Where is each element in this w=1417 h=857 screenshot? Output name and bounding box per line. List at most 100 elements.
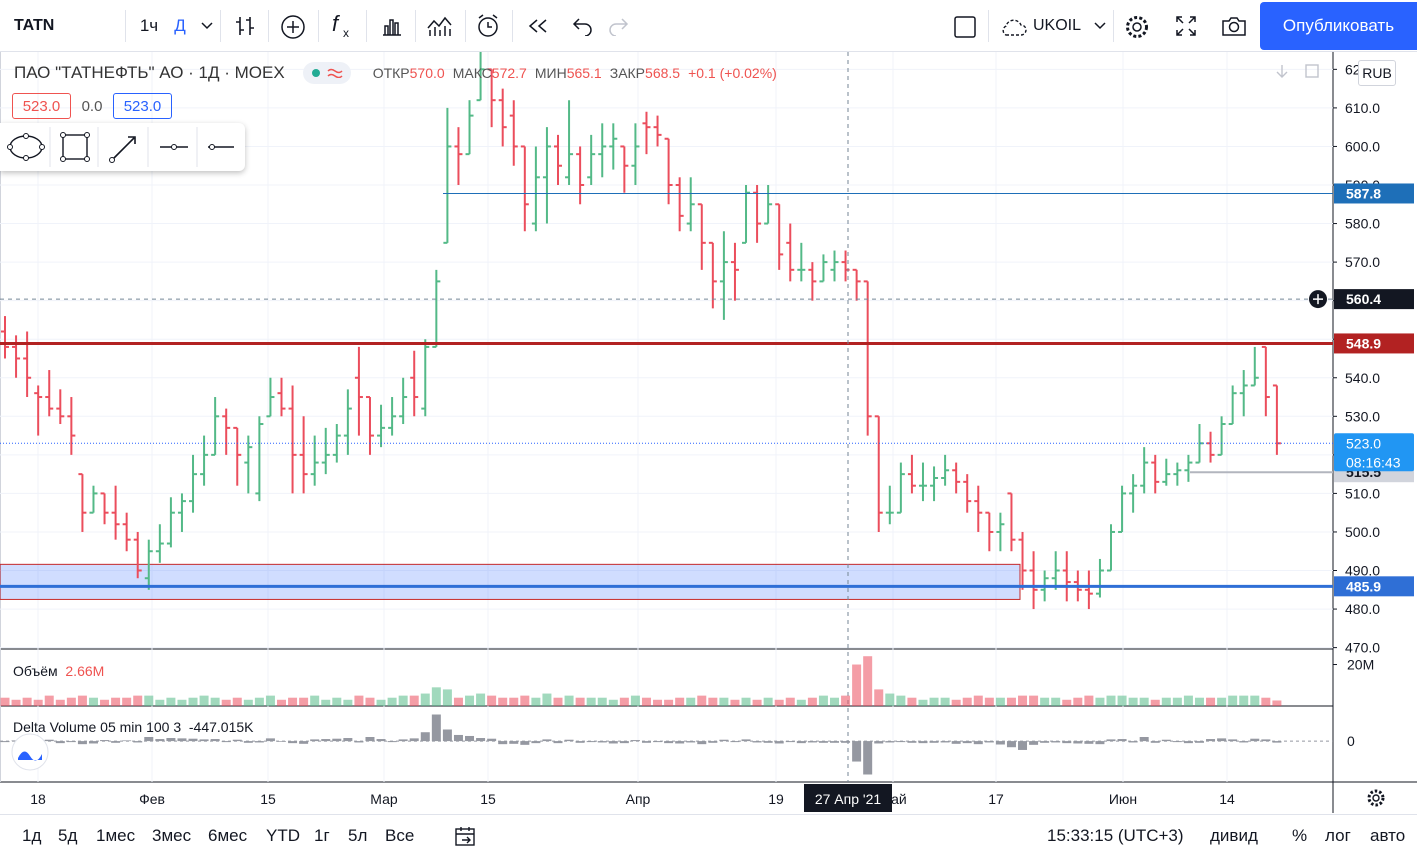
bars-icon[interactable] — [233, 14, 257, 38]
ellipse-tool[interactable] — [7, 133, 45, 161]
delta-bar — [409, 738, 419, 742]
delta-bar — [852, 741, 862, 762]
delta-bar — [1228, 739, 1238, 742]
replay-icon[interactable] — [526, 17, 550, 35]
delta-bar — [1183, 741, 1193, 744]
volume-bar — [1228, 695, 1238, 706]
delta-bar — [951, 741, 961, 744]
symbol[interactable]: TATN — [14, 17, 55, 34]
delta-bar — [553, 741, 563, 744]
bottom-button[interactable]: лог — [1325, 826, 1351, 845]
volume-bar — [841, 695, 851, 706]
currency-label[interactable]: RUB — [1358, 60, 1396, 86]
arrow-tool[interactable] — [109, 136, 136, 163]
bottom-button[interactable]: дивид — [1210, 826, 1258, 845]
bottom-button[interactable]: Все — [385, 826, 415, 845]
bottom-button[interactable]: 5д — [58, 826, 78, 845]
volume-bar — [22, 697, 32, 706]
chart-style[interactable]: Д — [174, 16, 186, 35]
delta-bar — [288, 741, 298, 744]
compare-symbol[interactable]: UKOIL — [1033, 17, 1082, 34]
bottom-button[interactable]: YTD — [266, 826, 300, 845]
alert-icon[interactable] — [474, 12, 502, 40]
status-pill[interactable] — [302, 62, 351, 84]
chevron[interactable] — [200, 20, 214, 32]
chevron[interactable] — [1093, 20, 1107, 32]
volume-bar — [852, 664, 862, 706]
y-tick-label: 580.0 — [1345, 216, 1380, 232]
separator — [1113, 10, 1114, 42]
volume-bar — [321, 699, 331, 706]
volume-bar — [686, 697, 696, 706]
delta-bar — [531, 741, 541, 744]
volume-bar — [1006, 697, 1016, 706]
level-label-bg — [1334, 183, 1414, 204]
snapshot-icon[interactable] — [1220, 14, 1248, 38]
ask-box[interactable]: 523.0 — [113, 93, 172, 119]
bottom-button[interactable]: 1г — [314, 826, 330, 845]
bottom-button[interactable]: 5л — [348, 826, 368, 845]
volume-bar — [951, 699, 961, 706]
svg-text:x: x — [343, 26, 349, 40]
delta-bar — [1239, 741, 1249, 743]
delta-bar — [431, 714, 441, 742]
volume-bar — [730, 699, 740, 706]
delta-bar — [66, 741, 76, 743]
settings-icon[interactable] — [1124, 14, 1150, 40]
scroll-down-icon — [1276, 65, 1288, 78]
cloud-icon[interactable] — [998, 16, 1028, 38]
volume-bar — [398, 695, 408, 706]
delta-bar — [1051, 741, 1061, 743]
volume-bar — [210, 697, 220, 706]
delta-title: Delta Volume 05 min 100 3 — [13, 719, 182, 735]
bid-box[interactable]: 523.0 — [12, 93, 71, 119]
volume-bar — [243, 699, 253, 706]
x-tick-label: 18 — [30, 791, 46, 807]
bottom-button[interactable]: 1мес — [96, 826, 136, 845]
bottom-button[interactable]: авто — [1370, 826, 1406, 845]
delta-bar — [641, 741, 651, 743]
volume-bar — [708, 697, 718, 706]
horizontal-line-tool[interactable] — [208, 144, 234, 150]
compare-icon[interactable] — [280, 14, 306, 40]
delta-bar — [708, 741, 718, 743]
volume-bar — [431, 687, 441, 706]
y-tick-label: 480.0 — [1345, 601, 1380, 617]
bottom-button[interactable]: 1д — [22, 826, 42, 845]
axis-settings[interactable] — [1367, 789, 1385, 807]
undo-icon[interactable] — [572, 16, 594, 36]
separator — [988, 10, 989, 42]
delta-bar — [343, 738, 353, 742]
clock[interactable]: 15:33:15 (UTC+3) — [1047, 826, 1184, 845]
interval[interactable]: 1ч — [139, 16, 159, 35]
redo-icon[interactable] — [607, 16, 629, 36]
delta-legend: Delta Volume 05 min 100 3 -447.015K — [13, 719, 254, 735]
delta-bar — [111, 741, 121, 743]
templates-icon[interactable] — [380, 14, 404, 38]
replay-chart-icon[interactable] — [426, 14, 454, 38]
y-tick-label: 490.0 — [1345, 563, 1380, 579]
date-range-icon[interactable] — [454, 825, 476, 847]
volume-bar — [1128, 697, 1138, 706]
delta-bar — [1272, 741, 1282, 743]
publish-button[interactable]: Опубликовать — [1260, 2, 1417, 50]
delta-bar — [995, 741, 1005, 745]
bottom-button[interactable]: % — [1292, 826, 1308, 845]
layout-icon[interactable] — [953, 15, 977, 39]
volume-bar — [100, 699, 110, 706]
delta-bar — [664, 741, 674, 744]
volume-bar — [387, 697, 397, 706]
bottom-button[interactable]: 3мес — [152, 826, 192, 845]
delta-bar — [221, 741, 231, 743]
delta-bar — [155, 739, 165, 742]
volume-bar — [144, 695, 154, 706]
fullscreen-icon[interactable] — [1174, 14, 1198, 38]
bottom-button[interactable]: 6мес — [208, 826, 248, 845]
rectangle-tool[interactable] — [60, 132, 90, 162]
horizontal-ray-tool[interactable] — [160, 144, 188, 150]
volume-bar — [1073, 697, 1083, 706]
volume-bar — [1161, 697, 1171, 706]
volume-bar — [1172, 697, 1182, 706]
delta-bar — [1261, 739, 1271, 742]
